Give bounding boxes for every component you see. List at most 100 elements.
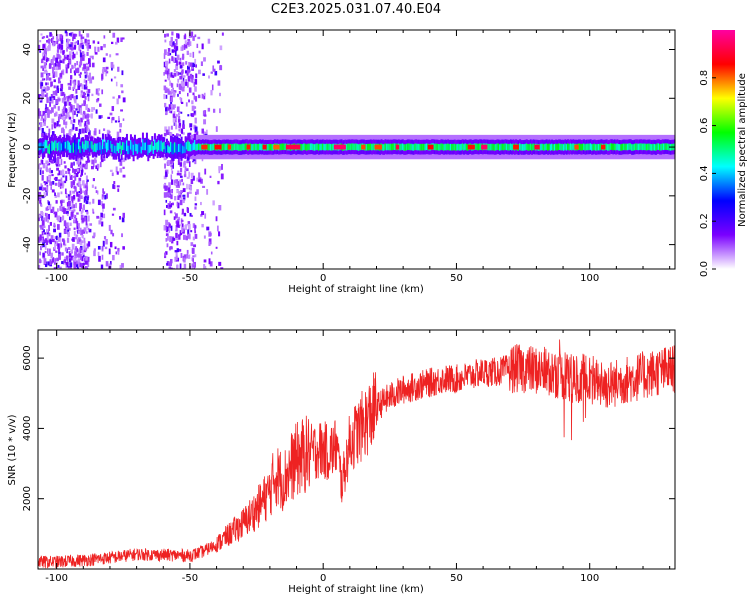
noise-cell [42, 163, 46, 169]
noise-cell [68, 59, 72, 65]
noise-cell [176, 221, 180, 228]
noise-cell [85, 86, 88, 90]
noise-cell [175, 38, 178, 45]
noise-cell [66, 213, 69, 217]
noise-cell [52, 206, 55, 212]
noise-cell [122, 212, 125, 218]
noise-cell [108, 248, 111, 255]
noise-cell [176, 240, 179, 246]
noise-cell [178, 90, 181, 95]
noise-cell [50, 252, 54, 259]
band-core [568, 144, 571, 151]
band-core [607, 144, 610, 151]
noise-cell [210, 251, 213, 255]
noise-cell [55, 200, 58, 204]
noise-cell [79, 107, 82, 114]
noise-cell [72, 180, 76, 184]
noise-cell [77, 156, 80, 159]
noise-cell [192, 236, 196, 241]
noise-cell [169, 203, 173, 208]
band-core [184, 142, 187, 153]
noise-cell [41, 174, 44, 181]
noise-cell [63, 93, 66, 99]
noise-cell [183, 75, 186, 78]
noise-cell [53, 262, 57, 265]
noise-cell [46, 234, 49, 241]
noise-cell [83, 100, 86, 107]
noise-cell [43, 191, 47, 197]
band-core [208, 144, 211, 151]
band-core [139, 143, 142, 152]
band-core [357, 144, 360, 151]
band-core [224, 143, 227, 151]
noise-cell [50, 33, 53, 37]
band-core [523, 144, 526, 151]
noise-cell [104, 194, 107, 200]
band-core [236, 143, 239, 151]
noise-cell [170, 194, 173, 200]
noise-cell [42, 110, 46, 116]
noise-cell [212, 108, 216, 113]
noise-cell [186, 183, 188, 190]
noise-cell [81, 55, 85, 61]
noise-cell [177, 160, 181, 165]
noise-cell [185, 42, 188, 49]
noise-cell [90, 165, 94, 170]
noise-cell [43, 229, 45, 233]
noise-cell [73, 227, 76, 230]
band-core [71, 143, 74, 153]
band-core [169, 141, 172, 152]
noise-cell [53, 104, 56, 109]
band-core [81, 141, 84, 149]
noise-cell [168, 222, 170, 228]
noise-cell [75, 264, 79, 268]
band-core [511, 143, 514, 151]
noise-cell [167, 160, 170, 166]
band-core [567, 143, 570, 150]
noise-cell [57, 243, 60, 250]
noise-cell [203, 114, 207, 117]
band-core [572, 143, 575, 150]
noise-cell [192, 62, 196, 68]
noise-cell [194, 86, 197, 92]
noise-cell [84, 67, 87, 73]
noise-cell [165, 199, 168, 203]
noise-cell [39, 224, 43, 228]
band-core [544, 143, 547, 151]
noise-cell [118, 158, 121, 162]
noise-cell [171, 170, 174, 174]
noise-cell [164, 126, 167, 132]
noise-cell [169, 82, 173, 86]
band-core [381, 144, 384, 151]
noise-cell [183, 212, 187, 217]
noise-cell [116, 37, 120, 43]
band-core [399, 143, 402, 151]
noise-cell [43, 62, 46, 65]
noise-cell [81, 42, 84, 46]
noise-cell [69, 79, 72, 86]
band-core [583, 143, 586, 150]
noise-cell [44, 114, 47, 120]
noise-cell [191, 214, 194, 218]
noise-cell [102, 57, 106, 63]
noise-cell [40, 60, 44, 64]
noise-cell [64, 165, 67, 169]
noise-cell [39, 50, 42, 53]
noise-cell [57, 247, 61, 253]
noise-cell [93, 130, 97, 136]
band-core [253, 143, 256, 151]
colorbar-tick-label: 0.2 [699, 213, 710, 229]
spectrogram-ytick-label: 20 [22, 92, 33, 105]
band-core [528, 144, 531, 151]
noise-cell [87, 121, 90, 125]
noise-cell [83, 190, 86, 195]
noise-cell [43, 86, 46, 91]
band-core [188, 141, 191, 152]
noise-cell [82, 163, 85, 168]
noise-cell [103, 35, 106, 39]
band-core [191, 144, 194, 152]
band-core [617, 143, 620, 151]
band-core [644, 143, 647, 151]
noise-cell [220, 173, 224, 180]
noise-cell [54, 192, 56, 196]
